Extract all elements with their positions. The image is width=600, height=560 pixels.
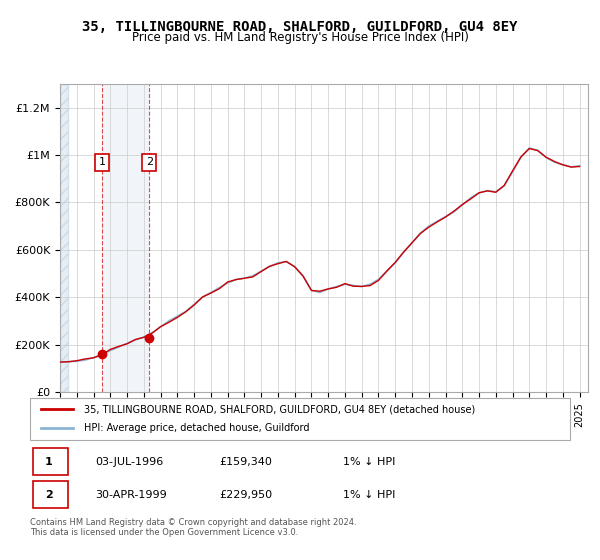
Text: 1: 1 — [45, 457, 53, 467]
Text: Price paid vs. HM Land Registry's House Price Index (HPI): Price paid vs. HM Land Registry's House … — [131, 31, 469, 44]
Text: £159,340: £159,340 — [219, 457, 272, 467]
Text: 1: 1 — [98, 157, 106, 167]
Text: 35, TILLINGBOURNE ROAD, SHALFORD, GUILDFORD, GU4 8EY: 35, TILLINGBOURNE ROAD, SHALFORD, GUILDF… — [82, 20, 518, 34]
Text: 30-APR-1999: 30-APR-1999 — [95, 490, 167, 500]
Text: 1% ↓ HPI: 1% ↓ HPI — [343, 457, 395, 467]
Text: 2: 2 — [146, 157, 153, 167]
Text: 03-JUL-1996: 03-JUL-1996 — [95, 457, 163, 467]
Text: Contains HM Land Registry data © Crown copyright and database right 2024.
This d: Contains HM Land Registry data © Crown c… — [30, 518, 356, 538]
Bar — [60, 84, 68, 392]
Text: £229,950: £229,950 — [219, 490, 272, 500]
Text: HPI: Average price, detached house, Guildford: HPI: Average price, detached house, Guil… — [84, 423, 310, 433]
Text: 1% ↓ HPI: 1% ↓ HPI — [343, 490, 395, 500]
FancyBboxPatch shape — [33, 448, 68, 475]
Bar — [60, 84, 68, 392]
Bar — [102, 84, 149, 392]
Text: 2: 2 — [45, 490, 53, 500]
Text: 35, TILLINGBOURNE ROAD, SHALFORD, GUILDFORD, GU4 8EY (detached house): 35, TILLINGBOURNE ROAD, SHALFORD, GUILDF… — [84, 404, 475, 414]
FancyBboxPatch shape — [33, 481, 68, 507]
FancyBboxPatch shape — [30, 398, 570, 440]
